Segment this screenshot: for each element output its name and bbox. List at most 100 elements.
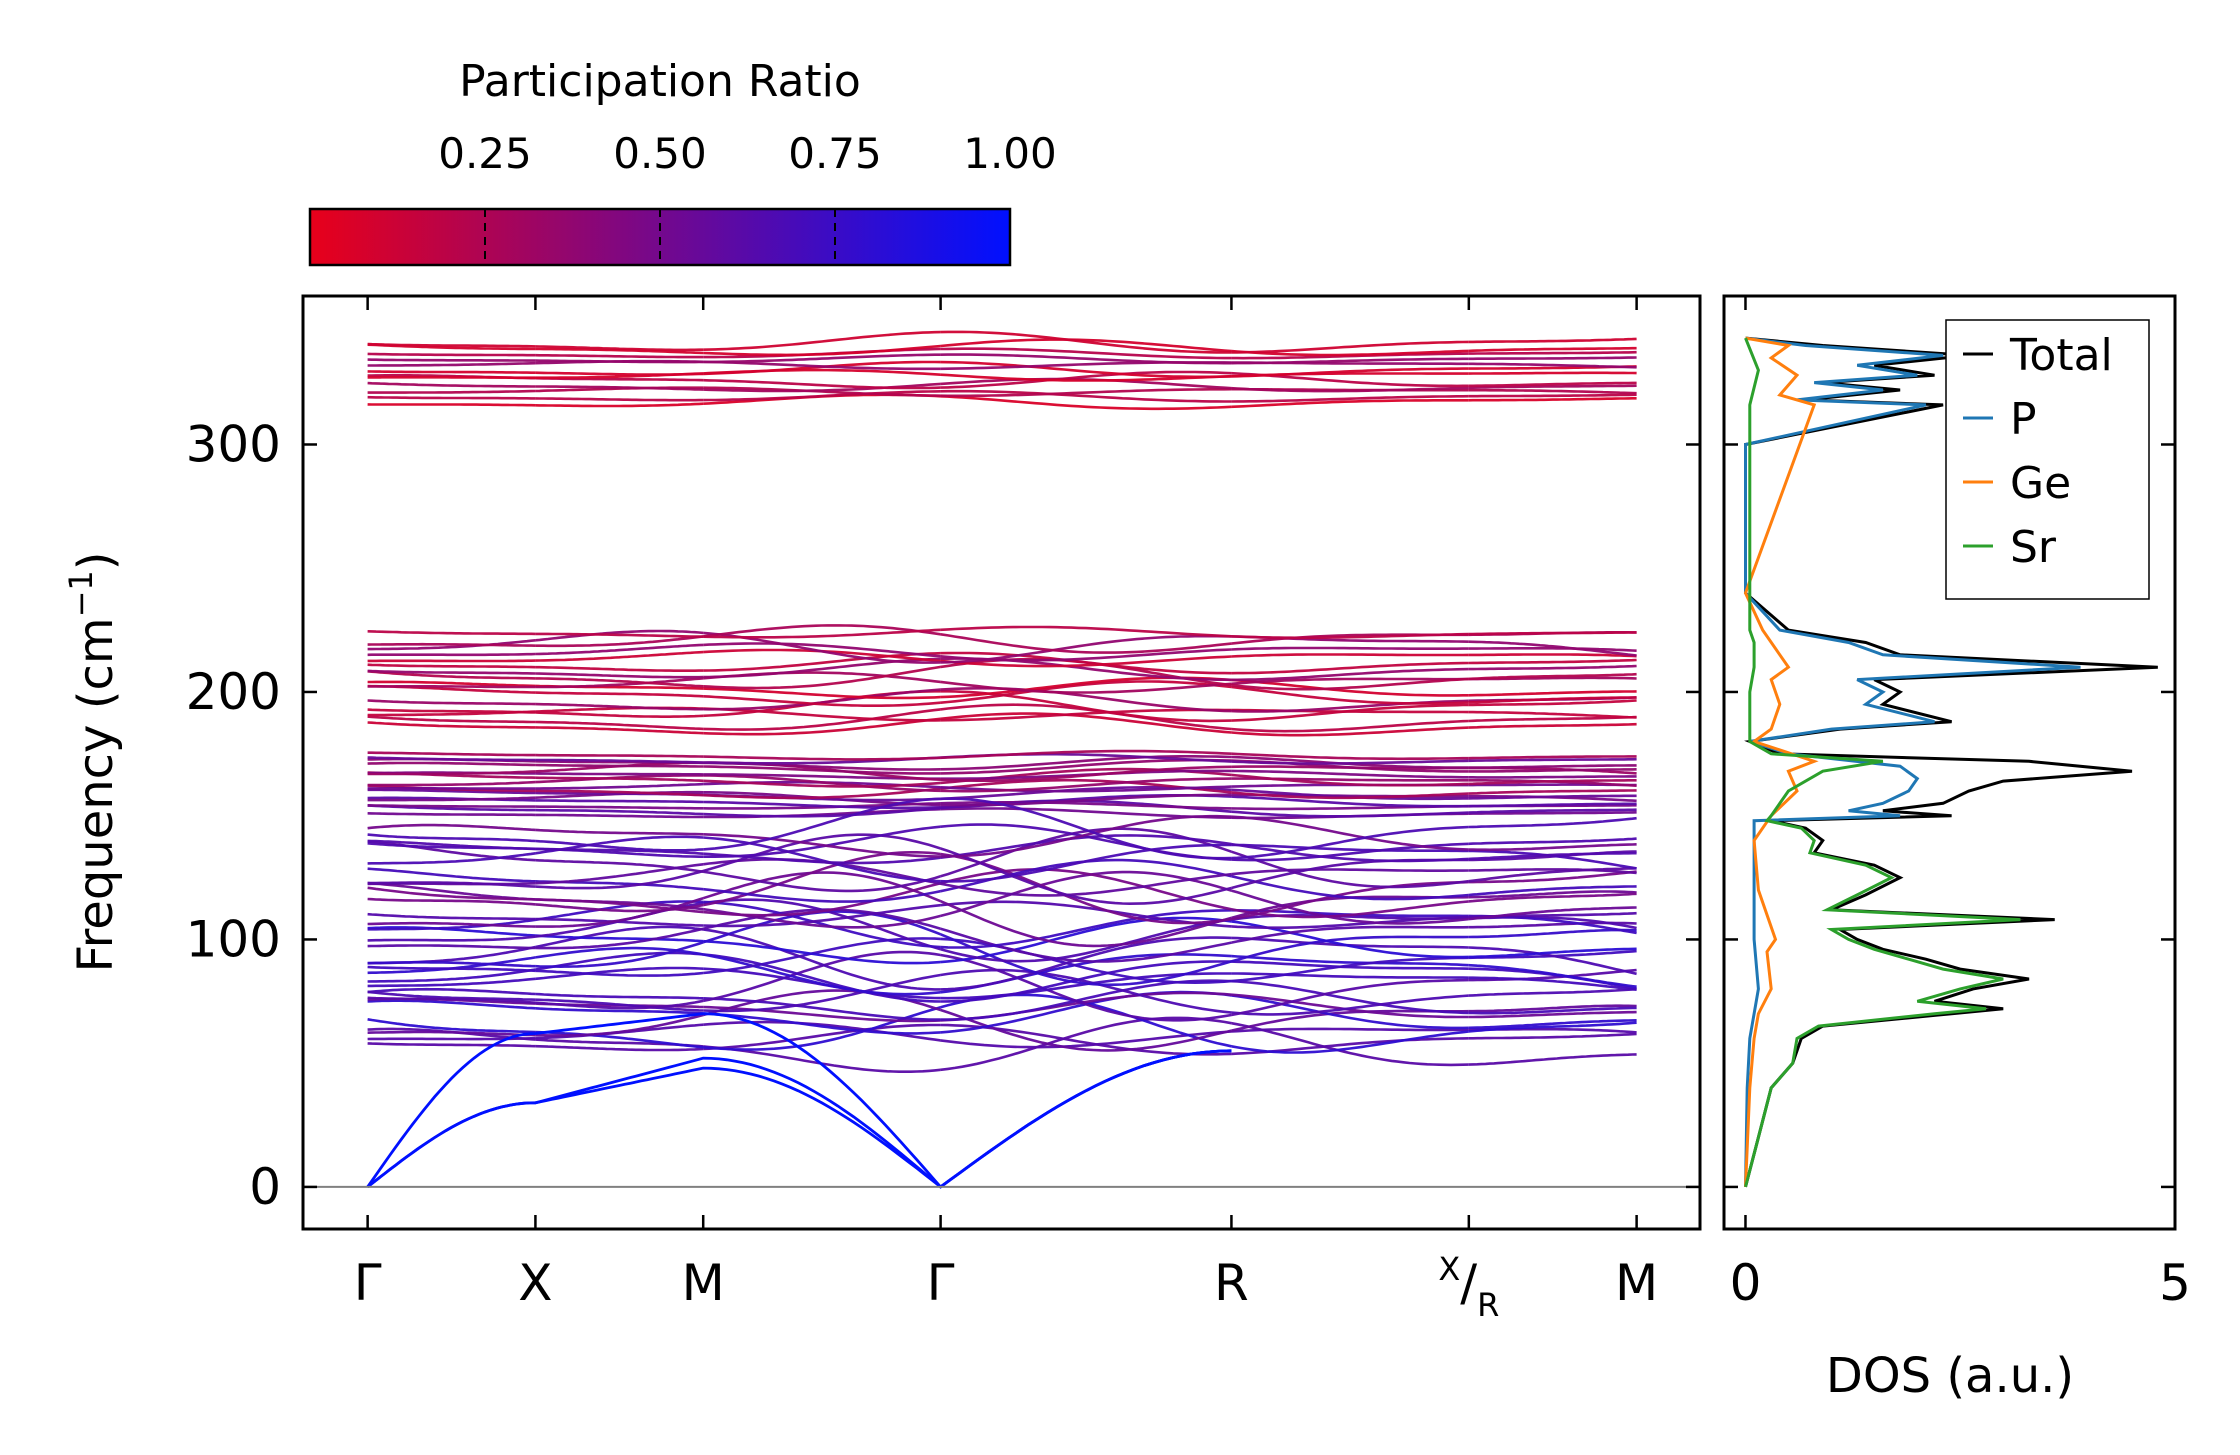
legend-items: Total P Ge Sr: [1963, 330, 2113, 573]
phonon-band: [1231, 399, 1469, 409]
dos-legend: Total P Ge Sr: [1945, 319, 2150, 600]
phonon-band: [1468, 976, 1637, 991]
phonon-band: [367, 669, 536, 675]
acoustic-branch: [366, 1049, 1232, 1189]
phonon-band: [1231, 994, 1469, 1016]
phonon-band: [367, 342, 536, 348]
phonon-band: [367, 751, 536, 757]
phonon-band: [703, 870, 941, 893]
x-tick-label: X: [518, 1254, 552, 1312]
phonon-band: [703, 953, 941, 1003]
phonon-band: [1468, 764, 1637, 769]
phonon-band: [535, 992, 704, 1000]
phonon-band: [940, 749, 1232, 760]
phonon-band: [940, 968, 1232, 1014]
phonon-band: [1468, 757, 1637, 763]
phonon-band: [367, 968, 536, 983]
phonon-band: [940, 655, 1232, 668]
phonon-band: [367, 788, 536, 795]
phonon-band: [535, 632, 704, 638]
phonon-band: [703, 765, 941, 775]
phonon-band: [703, 887, 941, 903]
ylabel-end: ): [68, 551, 124, 570]
phonon-band: [367, 842, 536, 851]
phonon-band: [367, 403, 536, 407]
phonon-band: [940, 625, 1232, 638]
phonon-band: [940, 330, 1232, 354]
y-tick-label: 0: [249, 1158, 281, 1216]
phonon-band: [367, 823, 536, 832]
phonon-band: [535, 772, 704, 776]
phonon-band: [1468, 1004, 1637, 1013]
phonon-band: [367, 987, 536, 996]
phonon-band: [1468, 722, 1637, 729]
phonon-band: [1231, 394, 1469, 403]
legend-label-sr: Sr: [2010, 522, 2057, 573]
phonon-band: [535, 691, 704, 698]
phonon-band: [703, 628, 941, 639]
phonon-band: [535, 927, 704, 950]
phonon-band: [940, 814, 1232, 858]
phonon-band: [367, 761, 536, 767]
phonon-band: [535, 999, 704, 1010]
phonon-band: [367, 999, 536, 1010]
phonon-band: [1231, 661, 1469, 675]
phonon-band: [1468, 890, 1637, 899]
phonon-band: [367, 352, 536, 357]
phonon-band: [1468, 755, 1637, 760]
phonon-band: [367, 708, 536, 714]
phonon-band: [1231, 978, 1469, 1017]
phonon-band: [535, 371, 704, 376]
phonon-band: [535, 359, 704, 364]
phonon-band: [940, 373, 1232, 382]
x-tick-label: R: [1214, 1254, 1249, 1312]
phonon-band: [1468, 987, 1637, 997]
phonon-band: [1468, 362, 1637, 369]
phonon-band: [535, 353, 704, 359]
phonon-band: [940, 936, 1232, 991]
phonon-band: [535, 347, 704, 355]
phonon-band: [367, 699, 536, 706]
phonon-band: [367, 881, 536, 888]
colorbar-ticks: [484, 209, 836, 265]
phonon-band: [535, 805, 704, 810]
phonon-band: [703, 900, 941, 949]
phonon-band: [940, 1030, 1232, 1049]
phonon-band: [535, 345, 704, 352]
phonon-band: [940, 387, 1232, 398]
phonon-band: [1468, 715, 1637, 723]
phonon-band: [940, 360, 1232, 379]
phonon-band: [367, 965, 536, 973]
phonon-band: [703, 1023, 941, 1051]
phonon-band: [535, 672, 704, 679]
phonon-band: [535, 758, 704, 764]
phonon-band: [367, 715, 536, 724]
acoustic-branch: [366, 1049, 1232, 1189]
phonon-band: [367, 1042, 536, 1048]
phonon-band: [1231, 843, 1469, 853]
phonon-band: [367, 1030, 536, 1037]
phonon-band: [1468, 1032, 1637, 1040]
phonon-band: [703, 665, 941, 690]
phonon-band: [1468, 843, 1637, 852]
phonon-band: [1231, 900, 1469, 919]
phonon-band: [367, 996, 536, 1004]
phonon-band: [1231, 677, 1469, 691]
phonon-band: [367, 756, 536, 762]
phonon-band: [1231, 340, 1469, 354]
dos-axes: [1724, 296, 2177, 1229]
phonon-band: [1468, 710, 1637, 719]
phonon-band: [535, 397, 704, 402]
phonon-band: [535, 643, 704, 656]
phonon-band: [535, 903, 704, 913]
phonon-band: [367, 812, 536, 817]
colorbar-tick-labels: 0.25 0.50 0.75 1.00: [438, 129, 1057, 178]
phonon-band: [535, 677, 704, 689]
phonon-band: [1468, 779, 1637, 786]
phonon-band: [940, 1016, 1232, 1072]
phonon-band: [940, 370, 1232, 389]
phonon-band: [1468, 371, 1637, 375]
x-tick-label: M: [682, 1254, 725, 1312]
x-tick-label: Γ: [354, 1254, 382, 1312]
